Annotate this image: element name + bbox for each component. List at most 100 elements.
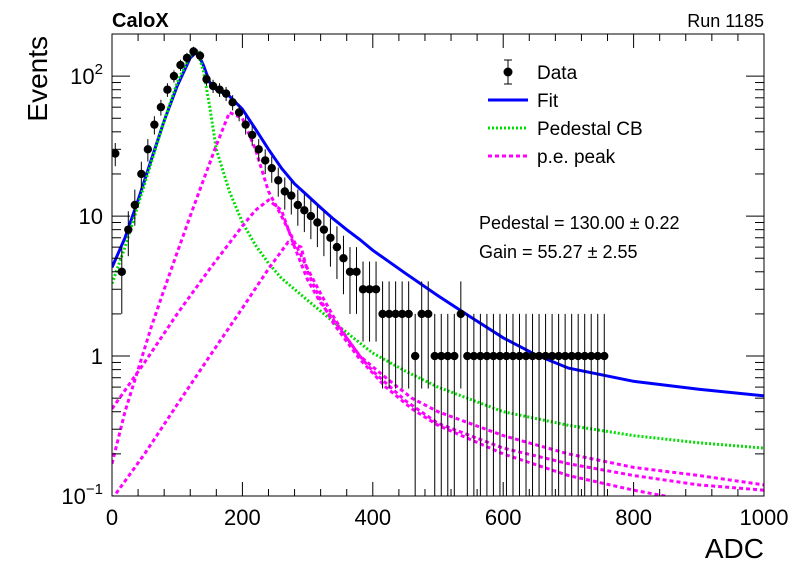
run-label: Run 1185 — [687, 11, 764, 31]
data-point — [208, 81, 218, 91]
data-point — [267, 163, 276, 173]
legend-marker — [503, 67, 513, 77]
plot-area — [112, 46, 764, 496]
data-point — [430, 351, 439, 361]
x-axis-title: ADC — [705, 533, 764, 564]
axes: 0 200 400 600 800 1000 10−1 1 10 102 — [61, 33, 789, 530]
data-point — [515, 351, 524, 361]
data-point — [495, 351, 505, 361]
data-point — [567, 351, 576, 361]
legend-label: p.e. peak — [537, 147, 616, 168]
data-point — [137, 169, 146, 179]
data-point — [600, 351, 609, 361]
experiment-label: CaloX — [112, 10, 169, 32]
data-point — [371, 285, 381, 294]
data-point — [169, 71, 179, 81]
series-line-p-e-peak-5 — [112, 240, 673, 496]
plot-content — [112, 46, 764, 496]
data-point — [554, 351, 563, 361]
data-point — [508, 351, 518, 361]
data-point — [176, 60, 185, 70]
data-point — [195, 51, 205, 60]
data-point — [280, 187, 289, 196]
data-point — [130, 200, 140, 210]
y-tick-label: 1 — [91, 344, 103, 369]
series-line-p-e-peak-4 — [112, 198, 764, 487]
data-point — [521, 351, 531, 361]
data-point — [326, 233, 335, 242]
data-point — [378, 309, 387, 319]
data-point — [463, 351, 472, 361]
legend-entry-fit: Fit — [488, 91, 559, 112]
data-point — [202, 75, 211, 84]
data-point — [541, 351, 550, 361]
data-point — [476, 351, 485, 361]
data-point — [450, 351, 459, 361]
series-line-pedestal-cb-2 — [112, 46, 764, 450]
x-tick-label: 800 — [615, 505, 652, 530]
data-point — [417, 309, 426, 319]
data-point — [391, 309, 400, 319]
data-point — [156, 102, 166, 112]
data-point — [300, 206, 309, 215]
data-point — [306, 211, 316, 221]
data-point — [469, 351, 479, 361]
legend-label: Data — [537, 63, 578, 84]
data-point — [221, 89, 231, 98]
data-point — [254, 145, 263, 154]
data-point — [215, 85, 224, 94]
data-point — [443, 351, 452, 361]
y-tick-label: 10 — [79, 204, 103, 229]
data-point — [397, 309, 407, 319]
data-point — [339, 254, 348, 263]
data-point — [345, 267, 355, 276]
data-point — [352, 267, 361, 276]
data-point — [365, 285, 374, 294]
x-tick-label: 1000 — [740, 505, 789, 530]
data-point — [150, 120, 159, 129]
data-point — [528, 351, 537, 361]
data-point — [313, 218, 322, 227]
data-point — [593, 351, 602, 361]
legend-label: Fit — [537, 91, 559, 112]
data-point — [456, 309, 466, 319]
data-point — [482, 351, 492, 361]
data-point — [274, 176, 283, 185]
data-point — [437, 351, 446, 361]
data-point — [573, 351, 583, 361]
data-point — [234, 108, 244, 117]
data-point — [410, 351, 420, 361]
data-point — [124, 225, 133, 234]
y-tick-label: 10−1 — [61, 481, 103, 509]
data-point — [163, 85, 172, 94]
data-point — [332, 242, 342, 252]
data-point — [404, 309, 413, 319]
data-point — [587, 351, 596, 361]
data-point — [489, 351, 498, 361]
data-point — [112, 149, 120, 158]
plot-frame — [111, 33, 765, 497]
legend-label: Pedestal CB — [537, 119, 643, 140]
x-tick-label: 600 — [485, 505, 522, 530]
data-point — [534, 351, 544, 361]
data-point — [189, 47, 198, 56]
data-point — [241, 120, 250, 129]
data-point — [560, 351, 570, 361]
data-point — [424, 309, 433, 319]
data-point — [143, 145, 153, 154]
data-point — [261, 156, 270, 165]
y-tick-label: 102 — [70, 61, 103, 89]
data-point — [287, 191, 296, 200]
pedestal-result: Pedestal = 130.00 ± 0.22 — [479, 213, 680, 233]
data-point — [319, 225, 329, 234]
legend: Data Fit Pedestal CB p.e. peak — [488, 59, 643, 168]
legend-entry-data: Data — [503, 59, 578, 85]
data-point — [228, 98, 237, 107]
data-point — [182, 53, 192, 63]
data-point — [293, 200, 303, 210]
series-line-p-e-peak-3 — [112, 110, 764, 492]
data-point — [358, 285, 368, 294]
data-point — [247, 130, 257, 140]
